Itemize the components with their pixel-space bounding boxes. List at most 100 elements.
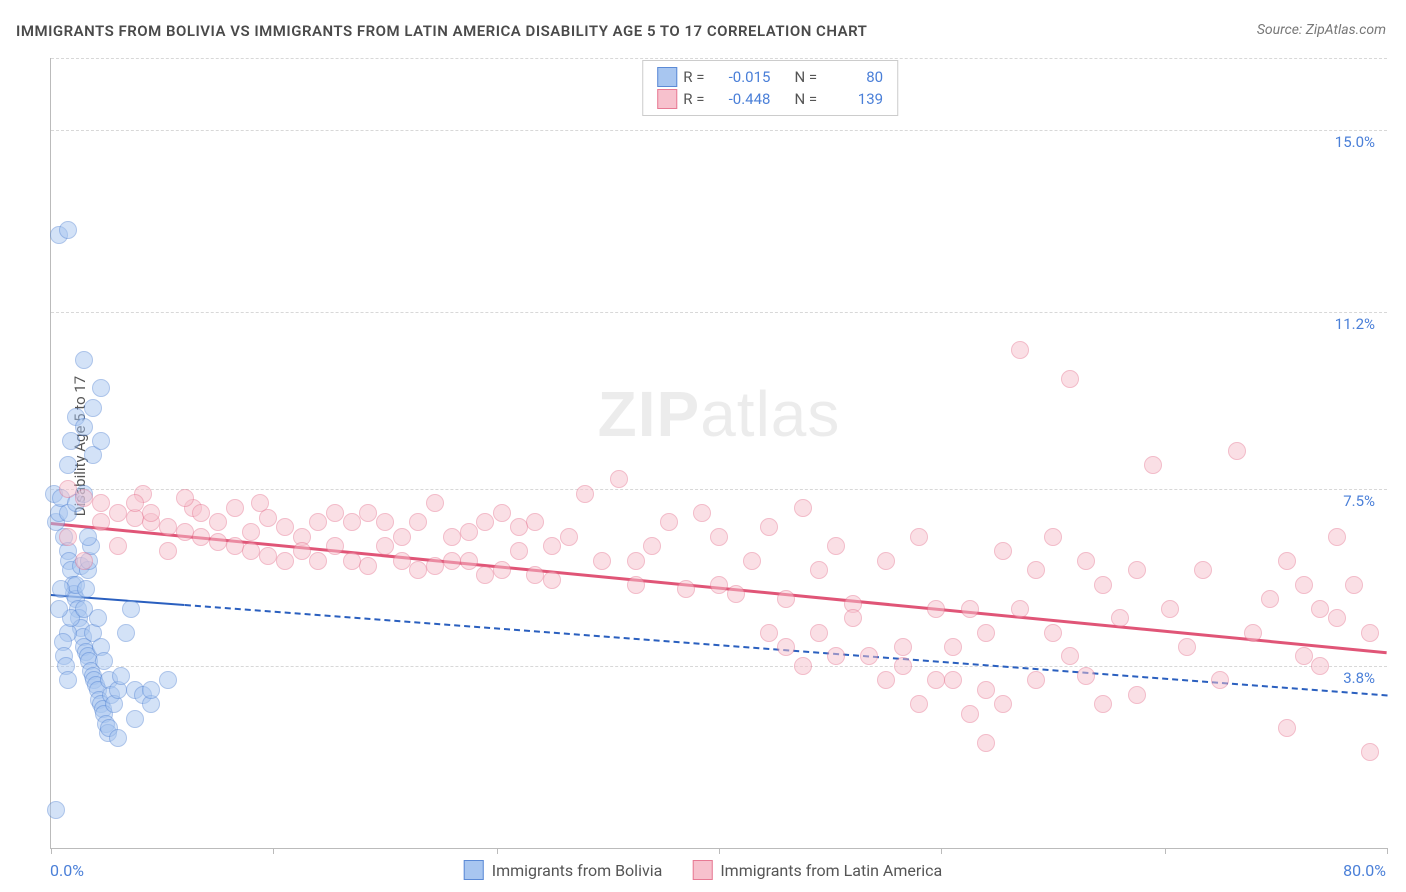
scatter-point — [977, 624, 995, 642]
scatter-point — [109, 729, 127, 747]
watermark-bold: ZIP — [598, 378, 701, 450]
scatter-point — [126, 710, 144, 728]
scatter-point — [560, 528, 578, 546]
scatter-point — [393, 528, 411, 546]
scatter-point — [1361, 624, 1379, 642]
scatter-point — [50, 600, 68, 618]
scatter-point — [1311, 657, 1329, 675]
scatter-point — [1077, 667, 1095, 685]
scatter-point — [1044, 528, 1062, 546]
scatter-point — [760, 518, 778, 536]
scatter-point — [1278, 719, 1296, 737]
scatter-point — [944, 638, 962, 656]
scatter-point — [242, 523, 260, 541]
scatter-point — [627, 576, 645, 594]
scatter-point — [994, 695, 1012, 713]
scatter-point — [192, 504, 210, 522]
scatter-point — [242, 542, 260, 560]
scatter-point — [359, 504, 377, 522]
scatter-point — [75, 489, 93, 507]
scatter-point — [1295, 647, 1313, 665]
gridline-h — [51, 312, 1387, 313]
scatter-point — [927, 671, 945, 689]
scatter-point — [910, 528, 928, 546]
scatter-point — [276, 552, 294, 570]
scatter-point — [961, 705, 979, 723]
scatter-point — [1211, 671, 1229, 689]
scatter-point — [1361, 743, 1379, 761]
scatter-point — [493, 561, 511, 579]
scatter-point — [877, 552, 895, 570]
scatter-point — [794, 657, 812, 675]
scatter-point — [1194, 561, 1212, 579]
scatter-point — [927, 600, 945, 618]
scatter-point — [810, 561, 828, 579]
scatter-point — [910, 695, 928, 713]
scatter-point — [409, 561, 427, 579]
chart-container: IMMIGRANTS FROM BOLIVIA VS IMMIGRANTS FR… — [0, 0, 1406, 892]
source-label: Source: — [1257, 22, 1302, 38]
scatter-point — [62, 432, 80, 450]
scatter-point — [293, 542, 311, 560]
scatter-point — [727, 585, 745, 603]
scatter-point — [176, 489, 194, 507]
scatter-point — [543, 537, 561, 555]
scatter-point — [159, 671, 177, 689]
scatter-point — [343, 513, 361, 531]
scatter-point — [526, 513, 544, 531]
watermark-rest: atlas — [700, 378, 840, 450]
scatter-point — [1161, 600, 1179, 618]
scatter-point — [92, 494, 110, 512]
legend-item: Immigrants from Latin America — [692, 860, 942, 880]
scatter-point — [827, 647, 845, 665]
scatter-point — [326, 504, 344, 522]
scatter-point — [376, 513, 394, 531]
scatter-point — [593, 552, 611, 570]
scatter-point — [276, 518, 294, 536]
scatter-point — [75, 351, 93, 369]
n-label: N = — [794, 90, 817, 108]
scatter-point — [159, 518, 177, 536]
scatter-point — [810, 624, 828, 642]
scatter-point — [877, 671, 895, 689]
scatter-point — [677, 580, 695, 598]
scatter-point — [59, 480, 77, 498]
scatter-point — [1128, 561, 1146, 579]
x-tick — [497, 848, 498, 854]
gridline-h — [51, 130, 1387, 131]
scatter-point — [89, 609, 107, 627]
scatter-point — [961, 600, 979, 618]
scatter-point — [460, 552, 478, 570]
y-tick-label: 11.2% — [1335, 315, 1375, 333]
scatter-point — [1011, 341, 1029, 359]
scatter-point — [1094, 576, 1112, 594]
scatter-point — [142, 504, 160, 522]
scatter-point — [526, 566, 544, 584]
scatter-point — [510, 542, 528, 560]
scatter-point — [710, 528, 728, 546]
scatter-point — [1311, 600, 1329, 618]
legend-swatch-latam — [657, 89, 677, 109]
scatter-point — [1261, 590, 1279, 608]
watermark: ZIPatlas — [598, 377, 841, 451]
legend-swatch-latam — [692, 860, 712, 880]
scatter-point — [443, 528, 461, 546]
scatter-point — [426, 494, 444, 512]
scatter-point — [510, 518, 528, 536]
scatter-point — [77, 580, 95, 598]
scatter-point — [1044, 624, 1062, 642]
scatter-point — [1328, 528, 1346, 546]
scatter-point — [109, 537, 127, 555]
scatter-point — [142, 681, 160, 699]
scatter-point — [743, 552, 761, 570]
scatter-point — [1244, 624, 1262, 642]
scatter-point — [326, 537, 344, 555]
scatter-point — [994, 542, 1012, 560]
scatter-point — [1011, 600, 1029, 618]
scatter-point — [476, 566, 494, 584]
scatter-point — [176, 523, 194, 541]
scatter-point — [343, 552, 361, 570]
scatter-point — [192, 528, 210, 546]
scatter-point — [259, 509, 277, 527]
legend-item: Immigrants from Bolivia — [464, 860, 663, 880]
